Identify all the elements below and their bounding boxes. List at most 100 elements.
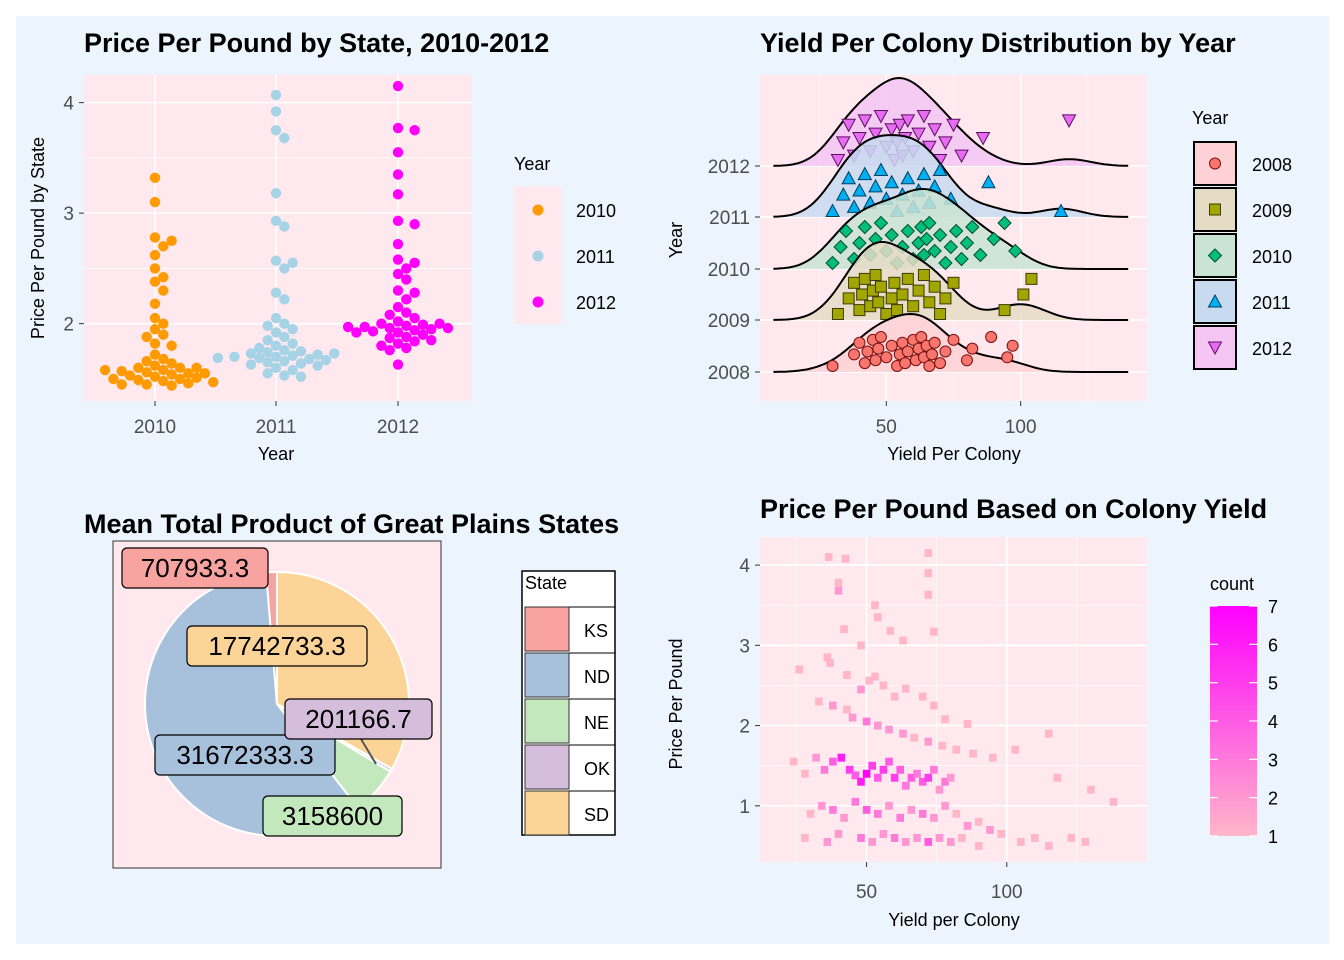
price-point bbox=[279, 221, 290, 232]
heatmap-bin bbox=[890, 834, 899, 842]
yield-point bbox=[868, 178, 883, 193]
yield-point bbox=[1008, 243, 1023, 259]
price-point bbox=[342, 321, 354, 333]
price-point bbox=[158, 329, 169, 340]
yield-ridgeline-legend-label: 2009 bbox=[1252, 201, 1292, 221]
heatmap-bin bbox=[924, 838, 933, 846]
heatmap-bin bbox=[841, 554, 850, 563]
price-point bbox=[166, 358, 177, 369]
price-point bbox=[409, 257, 420, 269]
yield-point bbox=[1006, 339, 1019, 352]
price-vs-yield-legend-title: count bbox=[1210, 574, 1254, 594]
heatmap-bin bbox=[963, 720, 972, 728]
yield-ridgeline-legend-title: Year bbox=[1192, 108, 1228, 128]
great-plains-pie-legend-title: State bbox=[525, 573, 567, 593]
yield-point bbox=[946, 118, 961, 133]
heatmap-bin bbox=[896, 813, 904, 822]
yield-point bbox=[873, 215, 889, 231]
pie-label-box-sd bbox=[186, 625, 368, 667]
price-point bbox=[116, 379, 127, 390]
heatmap-bin bbox=[1045, 842, 1053, 850]
price-point bbox=[158, 241, 169, 252]
yield-point bbox=[857, 114, 873, 128]
yield-point bbox=[858, 357, 871, 370]
price-point bbox=[245, 348, 257, 359]
yield-point bbox=[873, 162, 889, 176]
price-point bbox=[270, 327, 282, 338]
price-point bbox=[401, 342, 412, 354]
yield-ridgeline-ytick-label: 2010 bbox=[708, 260, 750, 281]
yield-point bbox=[825, 203, 840, 217]
heatmap-bin bbox=[1109, 797, 1118, 806]
price-point bbox=[149, 196, 161, 208]
price-point bbox=[392, 238, 404, 250]
heatmap-bin bbox=[938, 741, 947, 750]
yield-point bbox=[896, 288, 909, 301]
yield-point bbox=[960, 354, 973, 367]
yield-point bbox=[917, 269, 930, 281]
price-by-state-legend-key bbox=[532, 296, 544, 308]
yield-point bbox=[975, 132, 991, 146]
heatmap-bin bbox=[801, 769, 809, 778]
yield-point bbox=[846, 199, 862, 213]
price-point bbox=[149, 312, 161, 324]
heatmap-bin bbox=[941, 801, 949, 810]
heatmap-bin bbox=[969, 749, 977, 758]
pie-value-label-sd: 17742733.3 bbox=[208, 631, 345, 661]
price-point bbox=[174, 373, 186, 385]
price-point bbox=[199, 368, 211, 379]
price-point bbox=[329, 348, 340, 359]
price-point bbox=[376, 318, 387, 329]
heatmap-bin bbox=[834, 830, 843, 838]
price-point bbox=[149, 232, 161, 243]
heatmap-bin bbox=[879, 830, 888, 838]
heatmap-bin bbox=[918, 692, 927, 701]
price-by-state-ytick-label: 4 bbox=[63, 94, 74, 115]
heatmap-bin bbox=[834, 586, 843, 595]
yield-point bbox=[915, 331, 928, 343]
heatmap-bin bbox=[845, 765, 854, 774]
price-by-state-legend-label: 2012 bbox=[576, 293, 616, 313]
price-by-state-legend-key bbox=[532, 204, 544, 216]
price-point bbox=[108, 373, 119, 385]
price-point bbox=[174, 362, 186, 374]
price-point bbox=[392, 80, 404, 92]
yield-point bbox=[885, 292, 898, 305]
heatmap-bin bbox=[930, 765, 938, 774]
heatmap-bin bbox=[1031, 834, 1039, 842]
price-point bbox=[279, 370, 290, 381]
heatmap-bin bbox=[823, 838, 832, 846]
yield-point bbox=[927, 243, 942, 259]
yield-point bbox=[923, 360, 936, 372]
price-by-state-chart: Price Per Pound by State, 2010-2012 2 3 4 2… bbox=[28, 28, 616, 464]
yield-point bbox=[1061, 114, 1077, 128]
price-point bbox=[183, 368, 194, 379]
price-point bbox=[270, 362, 282, 374]
heatmap-bin bbox=[890, 692, 899, 701]
yield-point bbox=[884, 123, 900, 137]
price-point bbox=[191, 362, 202, 374]
price-point bbox=[287, 364, 298, 376]
heatmap-bin bbox=[879, 681, 888, 690]
price-point bbox=[279, 294, 290, 305]
price-point bbox=[270, 188, 282, 199]
price-point bbox=[149, 298, 161, 309]
price-point bbox=[158, 272, 169, 283]
yield-point bbox=[919, 231, 934, 247]
price-point bbox=[158, 364, 169, 376]
colorbar-label: 3 bbox=[1268, 750, 1278, 770]
heatmap-bin bbox=[946, 773, 955, 782]
price-point bbox=[359, 321, 370, 333]
heatmap-bin bbox=[862, 805, 871, 814]
yield-point bbox=[885, 339, 898, 352]
heatmap-bin bbox=[918, 777, 927, 786]
heatmap-bin bbox=[815, 697, 823, 706]
yield-point bbox=[928, 280, 941, 293]
price-point bbox=[158, 285, 169, 296]
price-point bbox=[133, 374, 144, 386]
price-point bbox=[149, 371, 161, 382]
yield-ridgeline-ytick-label: 2008 bbox=[708, 363, 750, 384]
yield-point bbox=[880, 351, 893, 364]
pie-legend-label: OK bbox=[584, 759, 610, 779]
